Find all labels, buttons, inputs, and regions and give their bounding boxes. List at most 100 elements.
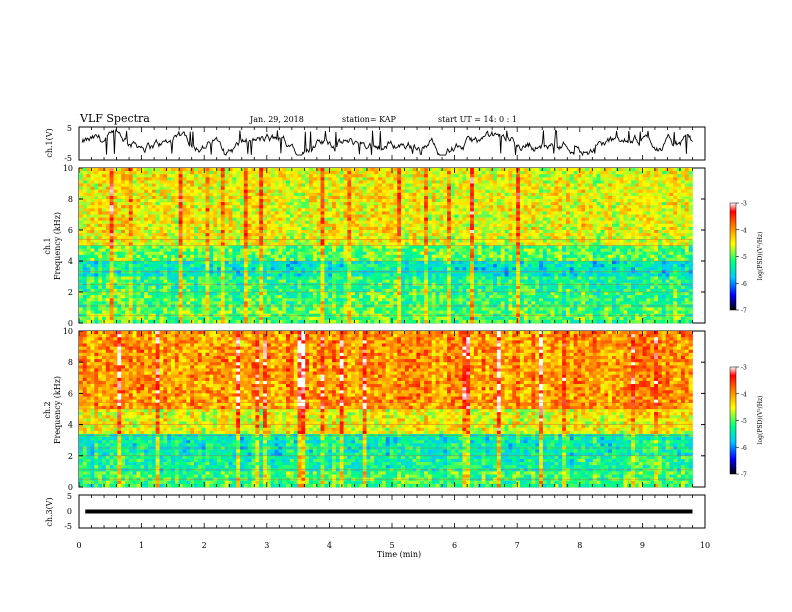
- spectrogram-cell: [309, 310, 314, 315]
- spectrogram-cell: [155, 202, 160, 206]
- spectrogram-cell: [424, 279, 429, 284]
- spectrogram-cell: [105, 186, 111, 191]
- spectrogram-cell: [228, 301, 233, 305]
- spectrogram-cell: [305, 180, 310, 184]
- spectrogram-cell: [201, 254, 206, 259]
- spectrogram-cell: [148, 214, 153, 218]
- spectrogram-cell: [182, 205, 187, 209]
- spectrogram-cell: [431, 230, 436, 234]
- spectrogram-cell: [312, 316, 318, 321]
- spectrogram-cell: [182, 251, 187, 256]
- spectrogram-cell: [197, 245, 203, 249]
- spectrogram-cell: [236, 298, 241, 302]
- spectrogram-cell: [90, 242, 95, 246]
- spectrogram-cell: [351, 298, 356, 302]
- spectrogram-cell: [209, 226, 214, 231]
- spectrogram-cell: [389, 310, 394, 315]
- spectrogram-cell: [159, 202, 164, 206]
- spectrogram-cell: [148, 279, 153, 284]
- spectrogram-cell: [443, 254, 448, 259]
- spectrogram-cell: [339, 202, 344, 206]
- spectrogram-cell: [378, 261, 383, 265]
- spectrogram-cell: [270, 276, 275, 280]
- spectrogram-cell: [79, 220, 84, 225]
- spectrogram-cell: [355, 301, 360, 305]
- spectrogram-cell: [454, 276, 459, 280]
- spectrogram-cell: [105, 248, 111, 253]
- spectrogram-cell: [335, 236, 341, 240]
- spectrogram-cell: [351, 202, 356, 206]
- spectrogram-cell: [412, 220, 417, 225]
- spectrogram-cell: [228, 257, 233, 262]
- spectrogram-cell: [98, 177, 103, 181]
- spectrogram-cell: [424, 223, 429, 228]
- spectrogram-cell: [289, 217, 295, 222]
- spectrogram-cell: [125, 261, 130, 265]
- spectrogram-cell: [447, 267, 452, 271]
- spectrogram-cell: [86, 267, 91, 271]
- spectrogram-cell: [393, 307, 398, 311]
- spectrogram-cell: [424, 301, 429, 305]
- spectrogram-cell: [450, 223, 456, 228]
- spectrogram-cell: [82, 233, 88, 237]
- spectrogram-cell: [151, 261, 157, 265]
- spectrogram-cell: [247, 298, 252, 302]
- spectrogram-cell: [140, 251, 145, 256]
- spectrogram-cell: [439, 226, 444, 231]
- spectrogram-cell: [171, 301, 176, 305]
- spectrogram-cell: [412, 298, 417, 302]
- spectrogram-cell: [401, 217, 406, 222]
- spectrogram-cell: [351, 242, 356, 246]
- spectrogram-cell: [351, 168, 356, 172]
- spectrogram-cell: [378, 177, 383, 181]
- spectrogram-cell: [316, 226, 321, 231]
- spectrogram-cell: [454, 295, 459, 299]
- spectrogram-cell: [366, 245, 371, 249]
- spectrogram-cell: [335, 292, 341, 296]
- spectrogram-cell: [401, 310, 406, 315]
- spectrogram-cell: [439, 310, 444, 315]
- spectrogram-cell: [374, 319, 379, 324]
- spectrogram-cell: [232, 195, 237, 200]
- spectrogram-cell: [94, 223, 99, 228]
- spectrogram-cell: [435, 257, 440, 262]
- spectrogram-cell: [374, 248, 379, 253]
- spectrogram-cell: [393, 288, 398, 293]
- spectrogram-cell: [243, 205, 249, 209]
- spectrogram-cell: [381, 236, 387, 240]
- spectrogram-cell: [263, 174, 268, 178]
- spectrogram-cell: [355, 233, 360, 237]
- spectrogram-cell: [155, 189, 160, 194]
- spectrogram-cell: [232, 226, 237, 231]
- spectrogram-cell: [251, 264, 256, 268]
- spectrogram-cell: [447, 199, 452, 203]
- spectrogram-cell: [412, 226, 417, 231]
- spectrogram-cell: [293, 292, 298, 296]
- spectrogram-cell: [255, 276, 260, 280]
- spectrogram-cell: [113, 261, 118, 265]
- spectrogram-cell: [148, 264, 153, 268]
- spectrogram-cell: [370, 292, 375, 296]
- spectrogram-cell: [282, 199, 287, 203]
- spectrogram-cell: [427, 226, 433, 231]
- spectrogram-cell: [240, 285, 245, 290]
- spectrogram-cell: [324, 288, 329, 293]
- spectrogram-cell: [335, 298, 341, 302]
- spectrogram-cell: [343, 292, 348, 296]
- spectrogram-cell: [378, 186, 383, 191]
- spectrogram-cell: [224, 214, 229, 218]
- spectrogram-cell: [447, 220, 452, 225]
- spectrogram-cell: [335, 276, 341, 280]
- spectrogram-cell: [358, 301, 364, 305]
- spectrogram-cell: [136, 183, 141, 187]
- spectrogram-cell: [305, 248, 310, 253]
- spectrogram-cell: [190, 295, 195, 299]
- spectrogram-cell: [332, 195, 337, 200]
- spectrogram-cell: [251, 180, 256, 184]
- spectrogram-cell: [102, 171, 107, 175]
- spectrogram-cell: [332, 168, 337, 172]
- spectrogram-cell: [347, 292, 352, 296]
- spectrogram-cell: [282, 254, 287, 259]
- spectrogram-cell: [194, 251, 199, 256]
- spectrogram-cell: [309, 295, 314, 299]
